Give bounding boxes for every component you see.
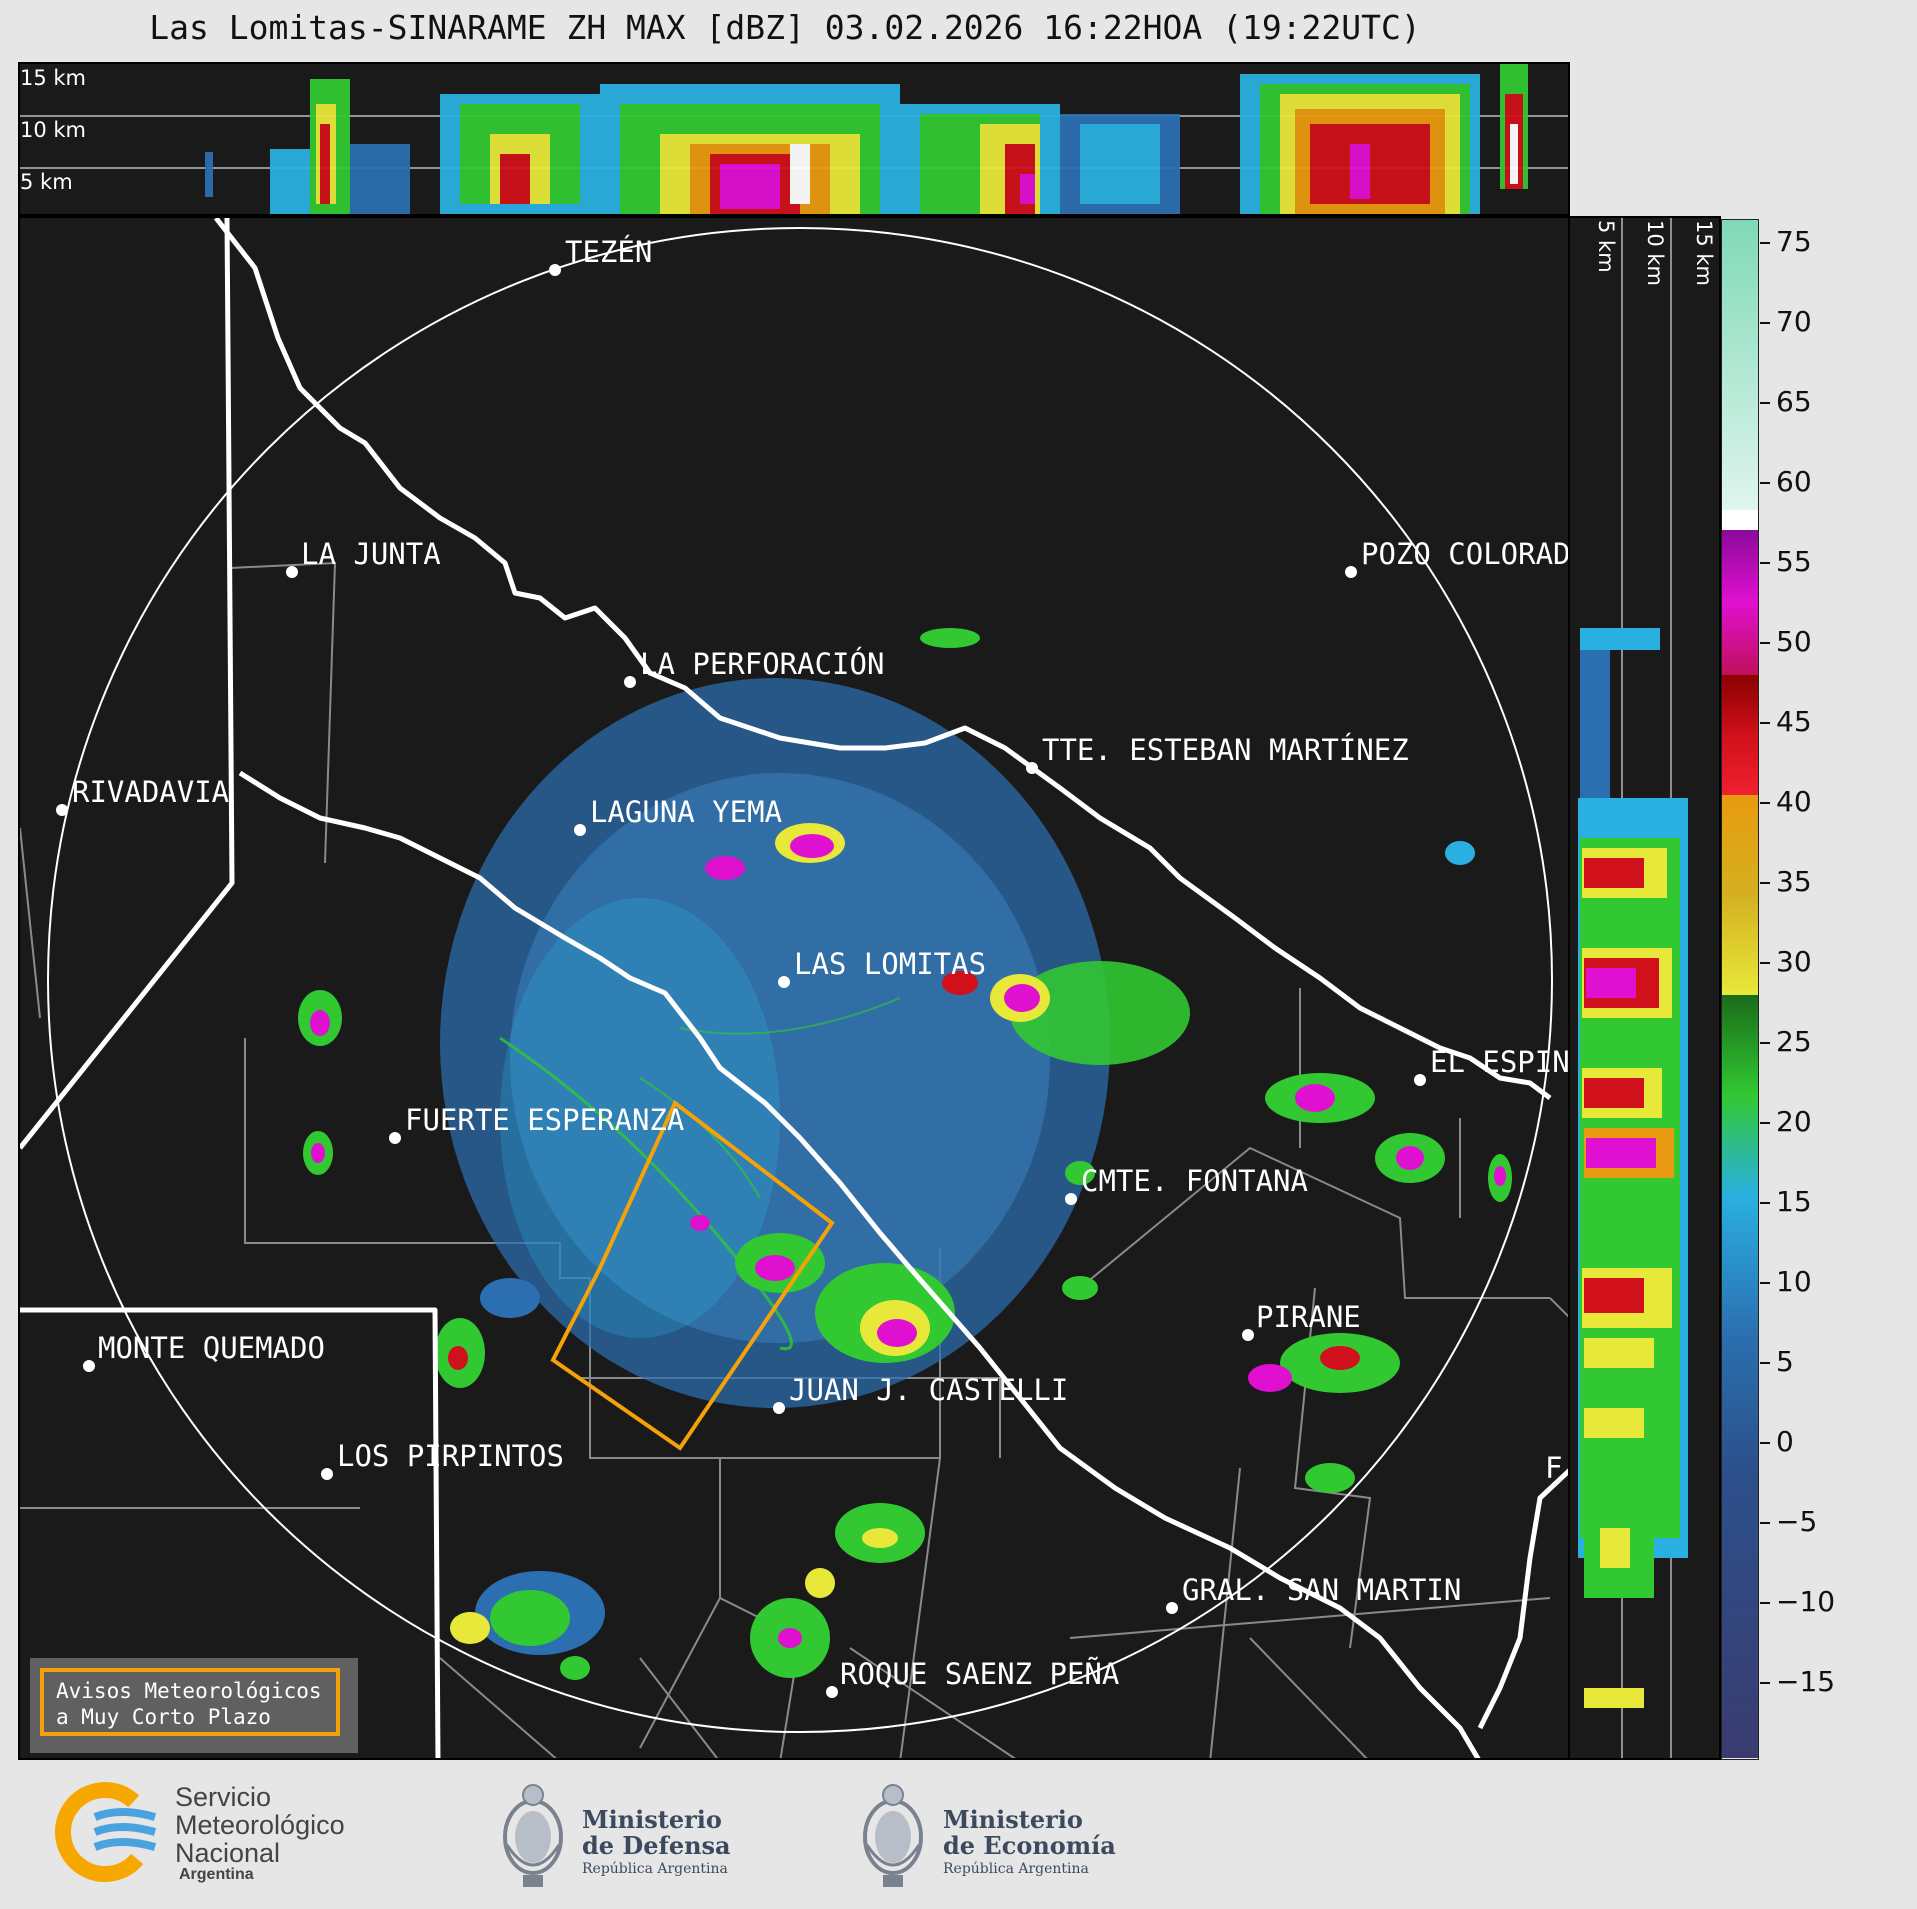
- colorbar-tick: 10: [1760, 1265, 1812, 1298]
- warning-polygon: [550, 1099, 835, 1451]
- radar-range-ring: [47, 227, 1553, 1733]
- side-label-5km: 5 km: [1594, 220, 1618, 273]
- place-label-roque-saenz-pena: ROQUE SAENZ PEÑA: [840, 1657, 1119, 1691]
- ministerio-defensa-logo[interactable]: Ministerio de Defensa República Argentin…: [495, 1775, 755, 1895]
- avisos-button[interactable]: Avisos Meteorológicos a Muy Corto Plazo: [30, 1658, 358, 1753]
- colorbar-tick: 25: [1760, 1025, 1812, 1058]
- reflectivity-colorbar: [1721, 219, 1759, 1760]
- place-label-la-perforacion: LA PERFORACIÓN: [640, 647, 884, 681]
- radar-map-canvas: TEZÉN LA JUNTA POZO COLORADO LA PERFORAC…: [20, 218, 1570, 1758]
- place-label-juan-j-castelli: JUAN J. CASTELLI: [789, 1373, 1068, 1407]
- place-label-cmte-fontana: CMTE. FONTANA: [1081, 1164, 1308, 1198]
- reflectivity-echoes: [298, 628, 1512, 1680]
- place-label-fuerte-esperanza: FUERTE ESPERANZA: [405, 1103, 684, 1137]
- colorbar-tick: 0: [1760, 1425, 1794, 1458]
- economia-line1: Ministerio: [943, 1805, 1083, 1834]
- place-label-el-espinillo: EL ESPINILLO: [1430, 1045, 1570, 1079]
- colorbar-tick: 15: [1760, 1185, 1812, 1218]
- place-label-la-junta: LA JUNTA: [301, 537, 441, 571]
- colorbar-tick: −5: [1760, 1505, 1817, 1538]
- side-label-15km: 15 km: [1692, 220, 1716, 287]
- province-borders: [20, 218, 1568, 1758]
- colorbar-tick: 35: [1760, 865, 1812, 898]
- defensa-line3: República Argentina: [582, 1861, 728, 1877]
- place-label-tezen: TEZÉN: [565, 235, 652, 269]
- place-label-f: F: [1545, 1451, 1562, 1485]
- avisos-line2: a Muy Corto Plazo: [56, 1705, 271, 1729]
- colorbar-tick: 50: [1760, 625, 1812, 658]
- place-label-tte-esteban-martinez: TTE. ESTEBAN MARTÍNEZ: [1042, 733, 1409, 767]
- national-coat-of-arms-icon: [863, 1784, 923, 1887]
- place-label-los-pirpintos: LOS PIRPINTOS: [337, 1439, 564, 1473]
- avisos-line1: Avisos Meteorológicos: [56, 1679, 322, 1703]
- place-label-rivadavia: RIVADAVIA: [72, 775, 229, 809]
- place-label-pirane: PIRANE: [1256, 1300, 1361, 1334]
- colorbar-tick: 60: [1760, 465, 1812, 498]
- smn-line4: Argentina: [179, 1866, 254, 1883]
- place-label-gral-san-martin: GRAL. SAN MARTIN: [1182, 1573, 1461, 1607]
- smn-line3: Nacional: [175, 1838, 281, 1868]
- smn-emblem-icon: [55, 1782, 157, 1882]
- colorbar-tick: 55: [1760, 545, 1812, 578]
- colorbar-tick: 40: [1760, 785, 1812, 818]
- place-label-monte-quemado: MONTE QUEMADO: [98, 1331, 325, 1365]
- place-label-pozo-colorado: POZO COLORADO: [1361, 537, 1570, 571]
- place-label-las-lomitas: LAS LOMITAS: [794, 947, 986, 981]
- smn-line2: Meteorológico: [175, 1810, 345, 1840]
- defensa-line1: Ministerio: [582, 1805, 722, 1834]
- map-title: Las Lomitas-SINARAME ZH MAX [dBZ] 03.02.…: [149, 8, 1421, 47]
- economia-line2: de Economía: [943, 1831, 1116, 1860]
- height-label-5km: 5 km: [20, 170, 73, 194]
- smn-logo[interactable]: Servicio Meteorológico Nacional Argentin…: [55, 1782, 395, 1883]
- department-boundaries: [20, 561, 1568, 1758]
- defensa-line2: de Defensa: [582, 1831, 731, 1860]
- side-label-10km: 10 km: [1643, 220, 1667, 287]
- smn-line1: Servicio: [175, 1782, 272, 1812]
- colorbar-tick: 70: [1760, 305, 1812, 338]
- place-markers: [56, 264, 1426, 1698]
- economia-line3: República Argentina: [943, 1861, 1089, 1877]
- height-profile-panel: 15 km 10 km 5 km: [18, 62, 1570, 216]
- height-label-10km: 10 km: [20, 118, 87, 142]
- place-label-laguna-yema: LAGUNA YEMA: [590, 795, 782, 829]
- colorbar-tick: 20: [1760, 1105, 1812, 1138]
- colorbar-tick: 5: [1760, 1345, 1794, 1378]
- side-profile-echoes: [1578, 218, 1688, 1758]
- colorbar-tick: −10: [1760, 1585, 1835, 1618]
- national-coat-of-arms-icon: [503, 1784, 563, 1887]
- ministerio-economia-logo[interactable]: Ministerio de Economía República Argenti…: [855, 1775, 1135, 1895]
- colorbar-tick: 75: [1760, 225, 1812, 258]
- colorbar-tick: 65: [1760, 385, 1812, 418]
- colorbar-tick: 45: [1760, 705, 1812, 738]
- colorbar-tick: 30: [1760, 945, 1812, 978]
- radar-map: TEZÉN LA JUNTA POZO COLORADO LA PERFORAC…: [18, 216, 1570, 1760]
- height-profile-echoes: [20, 64, 1568, 214]
- height-label-15km: 15 km: [20, 66, 87, 90]
- colorbar-tick: −15: [1760, 1665, 1835, 1698]
- side-height-profile-panel: 5 km 10 km 15 km: [1570, 216, 1721, 1760]
